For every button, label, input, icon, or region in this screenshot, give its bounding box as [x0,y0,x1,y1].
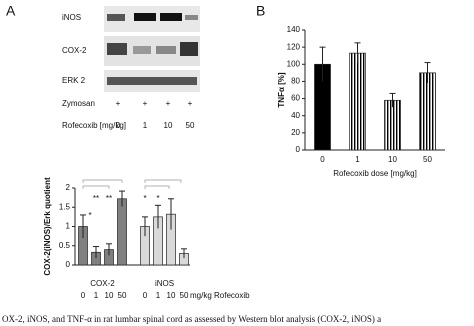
y-tick-label: 80 [291,77,300,86]
treatment-value: + [116,99,121,108]
x-tick-label: 10 [105,291,114,300]
significance-marker: * [143,194,146,203]
y-tick-label: 100 [287,59,301,68]
y-tick-label: 0.5 [59,241,71,250]
treatment-value: 0 [116,121,121,130]
treatment-value: + [166,99,171,108]
x-tick-label: 10 [167,291,176,300]
treatment-value: 1 [143,121,148,130]
treatment-label: Rofecoxib [mg/kg] [62,121,126,130]
x-tick-label: 0 [81,291,86,300]
y-tick-label: 0 [66,260,71,269]
y-tick-label: 120 [287,42,301,51]
treatment-label: Zymosan [62,99,95,108]
y-tick-label: 2 [66,183,71,192]
significance-marker: ** [106,194,112,203]
significance-bracket [82,185,110,189]
x-tick-label: 0 [143,291,148,300]
y-tick-label: 1.5 [59,202,71,211]
blot-row-label: iNOS [62,13,81,22]
x-tick-label: 50 [423,155,432,164]
blot-row-label: ERK 2 [62,76,86,85]
blot-row-label: COX-2 [62,46,87,55]
caption: OX-2, iNOS, and TNF-α in rat lumbar spin… [2,314,381,324]
bar [117,198,127,266]
y-tick-label: 20 [291,128,300,137]
x-tick-label: 1 [94,291,99,300]
y-tick-label: 60 [291,94,300,103]
panel-label: A [6,3,16,19]
group-label: COX-2 [90,279,115,288]
x-tick-label: 50 [118,291,127,300]
bar [349,52,366,151]
bar [419,72,436,151]
x-tick-label: 10 [388,155,397,164]
x-tick-label: 1 [355,155,360,164]
x-tick-label: 50 [180,291,189,300]
y-tick-label: 1 [66,222,71,231]
treatment-value: 50 [186,121,195,130]
y-tick-label: 40 [291,111,300,120]
treatment-value: + [188,99,193,108]
significance-marker: * [88,211,91,220]
bar [384,99,401,151]
x-tick-label: 0 [320,155,325,164]
significance-bracket [144,185,170,189]
treatment-value: 10 [164,121,173,130]
group-label: iNOS [155,279,174,288]
significance-marker: * [156,194,159,203]
significance-bracket [144,179,182,183]
y-tick-label: 140 [287,25,301,34]
y-axis-label: TNFα [%] [277,72,286,107]
panel-label: B [256,3,265,19]
y-tick-label: 0 [296,145,301,154]
x-axis-label: Rofecoxib dose [mg/kg] [333,169,417,178]
significance-marker: ** [93,194,99,203]
y-axis-label: COX-2(iNOS)/Erk quotient [43,177,52,276]
x-unit-label: mg/kg Rofecoxib [190,291,250,300]
treatment-value: + [143,99,148,108]
significance-bracket [82,179,123,183]
x-tick-label: 1 [156,291,161,300]
blot-image [104,6,200,92]
